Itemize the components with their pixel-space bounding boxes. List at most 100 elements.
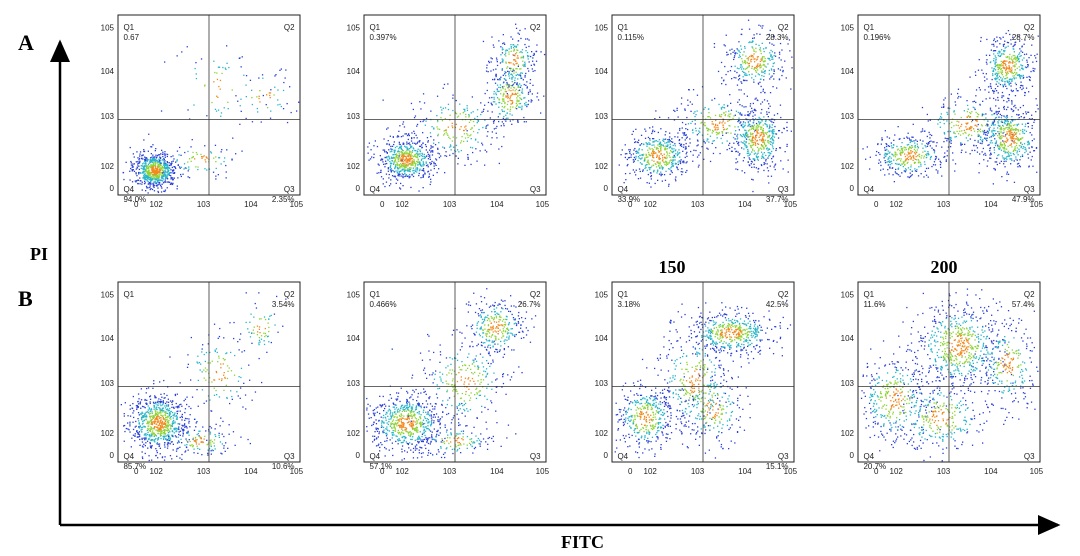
event-dot xyxy=(1011,137,1013,139)
density-dots xyxy=(367,23,546,192)
event-dot xyxy=(657,161,659,163)
event-dot xyxy=(1028,91,1030,93)
event-dot xyxy=(998,145,1001,147)
event-dot xyxy=(279,69,281,71)
event-dot xyxy=(407,142,409,145)
event-dot xyxy=(450,145,452,147)
event-dot xyxy=(944,97,946,99)
event-dot xyxy=(767,116,769,118)
event-dot xyxy=(1019,69,1021,71)
event-dot xyxy=(659,167,661,169)
event-dot xyxy=(998,148,1000,150)
event-dot xyxy=(997,64,999,66)
event-dot xyxy=(159,163,161,165)
event-dot xyxy=(759,33,761,35)
event-dot xyxy=(412,164,414,166)
event-dot xyxy=(516,108,518,110)
event-dot xyxy=(744,134,746,136)
event-dot xyxy=(507,87,509,89)
event-dot xyxy=(1009,68,1011,70)
event-dot xyxy=(975,95,977,97)
event-dot xyxy=(412,150,414,152)
event-dot xyxy=(978,135,980,137)
event-dot xyxy=(398,148,400,150)
event-dot xyxy=(1013,140,1016,142)
event-dot xyxy=(487,71,489,73)
event-dot xyxy=(136,175,138,177)
event-dot xyxy=(455,112,457,114)
event-dot xyxy=(147,192,149,194)
event-dot xyxy=(214,71,216,74)
event-dot xyxy=(163,163,165,165)
event-dot xyxy=(765,66,767,68)
event-dot xyxy=(752,142,755,144)
event-dot xyxy=(950,126,953,129)
event-dot xyxy=(492,78,494,81)
event-dot xyxy=(417,148,419,150)
event-dot xyxy=(452,136,454,138)
event-dot xyxy=(695,149,697,152)
event-dot xyxy=(407,165,409,167)
event-dot xyxy=(662,157,664,159)
event-dot xyxy=(955,104,957,106)
event-dot xyxy=(151,188,154,191)
event-dot xyxy=(900,158,902,160)
event-dot xyxy=(422,162,425,164)
event-dot xyxy=(908,147,910,150)
event-dot xyxy=(704,106,706,109)
event-dot xyxy=(416,125,418,127)
event-dot xyxy=(754,61,756,63)
event-dot xyxy=(156,168,158,171)
event-dot xyxy=(673,119,676,121)
event-dot xyxy=(759,122,761,125)
event-dot xyxy=(231,158,233,160)
event-dot xyxy=(161,166,163,168)
event-dot xyxy=(1010,108,1012,110)
event-dot xyxy=(1008,98,1010,100)
event-dot xyxy=(748,154,751,156)
event-dot xyxy=(701,134,704,136)
event-dot xyxy=(409,168,411,170)
event-dot xyxy=(150,146,152,148)
event-dot xyxy=(171,166,173,169)
event-dot xyxy=(1026,76,1028,78)
event-dot xyxy=(158,177,160,179)
event-dot xyxy=(431,154,434,156)
event-dot xyxy=(992,123,994,125)
event-dot xyxy=(177,177,179,179)
event-dot xyxy=(763,79,765,81)
event-dot xyxy=(744,132,747,134)
event-dot xyxy=(515,102,517,105)
event-dot xyxy=(762,145,764,147)
event-dot xyxy=(144,163,146,165)
event-dot xyxy=(949,123,951,125)
event-dot xyxy=(897,168,899,170)
event-dot xyxy=(740,48,743,50)
event-dot xyxy=(914,144,916,147)
event-dot xyxy=(773,133,775,135)
event-dot xyxy=(644,158,646,161)
event-dot xyxy=(393,161,395,163)
event-dot xyxy=(505,62,507,64)
event-dot xyxy=(760,58,762,60)
event-dot xyxy=(1002,140,1004,142)
event-dot xyxy=(993,124,995,126)
event-dot xyxy=(518,74,520,76)
event-dot xyxy=(1010,143,1013,145)
event-dot xyxy=(147,177,149,180)
event-dot xyxy=(978,162,981,165)
event-dot xyxy=(767,141,769,143)
event-dot xyxy=(994,69,997,71)
event-dot xyxy=(922,140,924,142)
event-dot xyxy=(424,156,426,158)
event-dot xyxy=(1015,57,1018,59)
event-dot xyxy=(161,183,163,185)
event-dot xyxy=(751,151,753,153)
event-dot xyxy=(495,94,497,96)
event-dot xyxy=(957,124,959,127)
event-dot xyxy=(963,129,965,132)
event-dot xyxy=(511,102,513,104)
event-dot xyxy=(491,111,493,113)
event-dot xyxy=(894,156,897,158)
